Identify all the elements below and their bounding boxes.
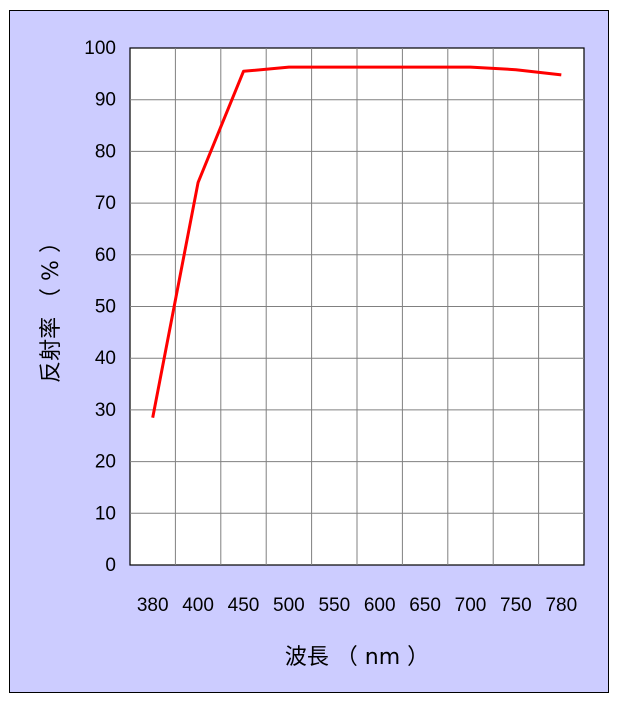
y-tick-label: 30 <box>95 400 116 421</box>
x-tick-label: 550 <box>318 595 350 616</box>
reflectance-line <box>151 65 562 418</box>
x-tick-label: 650 <box>409 595 441 616</box>
y-tick-label: 40 <box>95 348 116 369</box>
y-axis-title: 反射率 （ % ） <box>39 231 64 383</box>
x-tick-label: 450 <box>228 595 260 616</box>
x-tick-label: 750 <box>500 595 532 616</box>
x-tick-label: 500 <box>273 595 305 616</box>
y-tick-label: 70 <box>95 193 116 214</box>
y-tick-label: 60 <box>95 245 116 266</box>
x-axis-title: 波長 （ nm ） <box>285 645 429 670</box>
x-tick-label: 380 <box>137 595 169 616</box>
y-tick-label: 100 <box>84 38 116 59</box>
y-tick-label: 90 <box>95 90 116 111</box>
y-tick-label: 20 <box>95 452 116 473</box>
y-tick-label: 0 <box>105 555 116 576</box>
y-tick-label: 80 <box>95 141 116 162</box>
x-tick-label: 780 <box>545 595 577 616</box>
y-tick-label: 10 <box>95 503 116 524</box>
x-tick-label: 600 <box>364 595 396 616</box>
y-tick-label: 50 <box>95 297 116 318</box>
x-tick-label: 700 <box>455 595 487 616</box>
x-tick-label: 400 <box>182 595 214 616</box>
